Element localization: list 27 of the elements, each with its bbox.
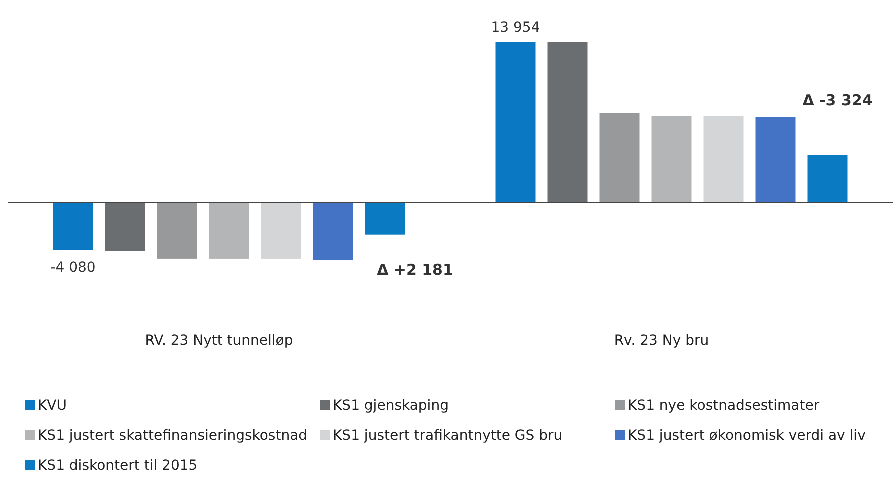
bar <box>53 203 94 250</box>
legend-label: KS1 justert trafikantnytte GS bru <box>333 428 563 444</box>
x-tick-label: RV. 23 Nytt tunnelløp <box>145 333 294 349</box>
bar <box>548 42 588 203</box>
bar <box>157 203 198 259</box>
legend-label: KS1 nye kostnadsestimater <box>628 398 820 414</box>
bar <box>261 203 302 259</box>
text: Δ +2 181 <box>377 260 454 279</box>
bar <box>704 116 744 203</box>
legend-label: KS1 justert økonomisk verdi av liv <box>628 428 866 444</box>
data-label: -4 080 <box>50 260 96 276</box>
x-tick-label: Rv. 23 Ny bru <box>614 333 710 349</box>
legend-label: KS1 diskontert til 2015 <box>38 458 198 474</box>
legend-label: KS1 justert skattefinansieringskostnad <box>38 428 308 444</box>
data-label: 13 954 <box>491 20 540 36</box>
bar <box>652 116 692 203</box>
bar <box>313 203 354 260</box>
bar <box>365 203 406 235</box>
bar <box>105 203 146 251</box>
bar <box>600 113 640 203</box>
legend-label: KS1 gjenskaping <box>333 398 449 414</box>
bar <box>756 117 796 203</box>
bar <box>808 155 848 203</box>
annotation: Δ -3 324 <box>802 91 873 110</box>
bar <box>209 203 250 259</box>
bar <box>496 42 536 203</box>
legend-label: KVU <box>38 398 68 414</box>
